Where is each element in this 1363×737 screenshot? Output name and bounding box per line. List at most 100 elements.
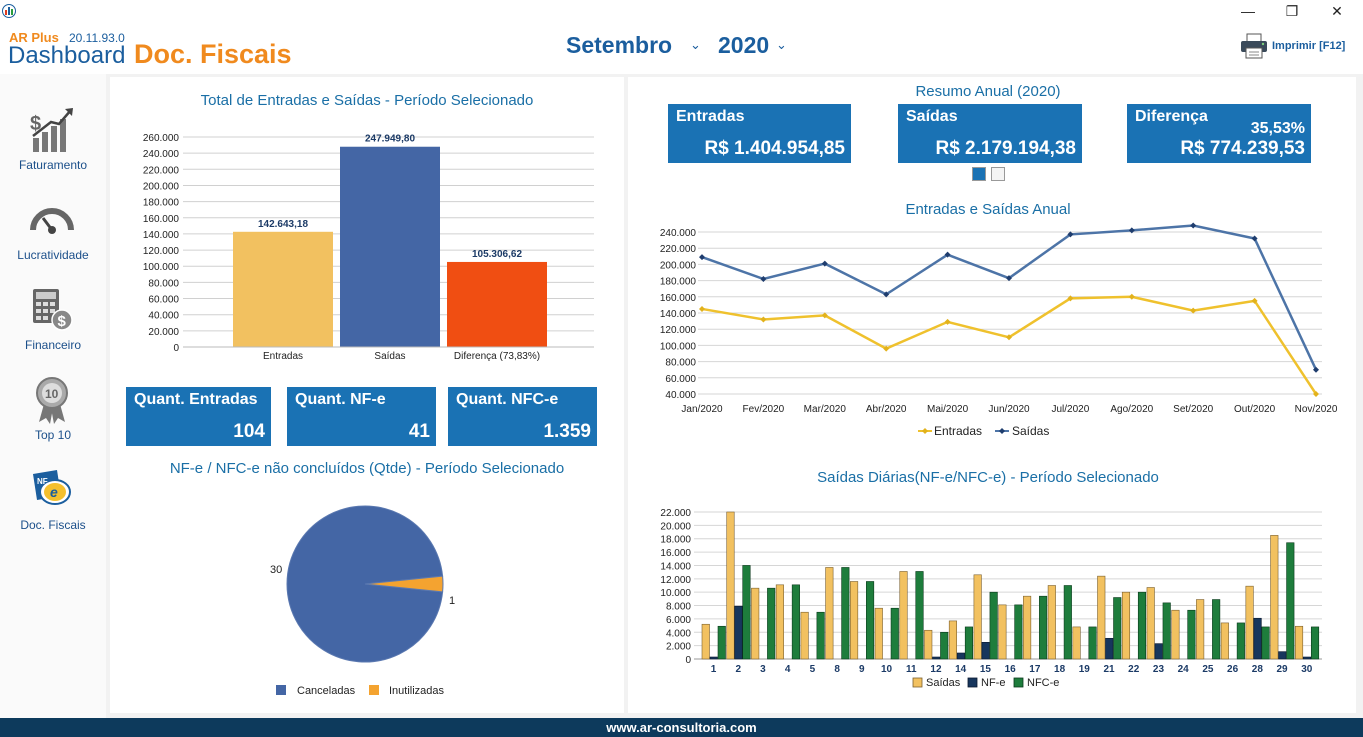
x-tick-label: Nov/2020 bbox=[1295, 404, 1338, 415]
tile-value: 1.359 bbox=[543, 421, 591, 442]
print-button[interactable]: Imprimir [F12] bbox=[1240, 32, 1352, 60]
y-tick-label: 160.000 bbox=[660, 293, 697, 304]
x-tick-label: Fev/2020 bbox=[743, 404, 785, 415]
y-tick-label: 140.000 bbox=[143, 230, 180, 241]
bar bbox=[1047, 585, 1056, 660]
bar bbox=[973, 574, 982, 660]
y-tick-label: 18.000 bbox=[660, 535, 691, 546]
print-label: Imprimir [F12] bbox=[1272, 40, 1346, 52]
line-chart: 40.000 60.000 80.000 100.000 120.000 140.000 1… bbox=[660, 222, 1338, 438]
legend-swatch bbox=[276, 685, 286, 695]
calculator-icon: $ bbox=[33, 289, 73, 331]
bar bbox=[233, 231, 333, 347]
x-tick-label: 17 bbox=[1029, 664, 1041, 675]
bar bbox=[1261, 626, 1270, 660]
y-tick-label: 4.000 bbox=[666, 628, 691, 639]
data-point bbox=[760, 275, 767, 282]
bar bbox=[816, 611, 825, 660]
pager-dot-active[interactable] bbox=[972, 167, 986, 181]
header: AR Plus 20.11.93.0 Dashboard Doc. Fiscai… bbox=[0, 24, 1363, 74]
data-point bbox=[883, 291, 890, 298]
legend-swatch bbox=[912, 677, 923, 688]
sidebar-item-doc-fiscais[interactable]: e NF Doc. Fiscais bbox=[0, 466, 106, 556]
x-tick-label: Jan/2020 bbox=[681, 404, 723, 415]
bar-value-label: 105.306,62 bbox=[472, 249, 522, 260]
month-select[interactable]: Setembro bbox=[566, 32, 673, 58]
restore-button[interactable]: ❐ bbox=[1285, 2, 1299, 19]
tile-label: Diferença bbox=[1135, 108, 1208, 125]
right-panel: Resumo Anual (2020) Entradas R$ 1.404.95… bbox=[628, 77, 1356, 713]
bar bbox=[1245, 585, 1254, 660]
chevron-down-icon[interactable]: ⌄ bbox=[776, 37, 787, 52]
y-tick-label: 20.000 bbox=[148, 327, 179, 338]
y-tick-label: 16.000 bbox=[660, 548, 691, 559]
svg-text:$: $ bbox=[58, 313, 67, 330]
data-point bbox=[944, 251, 951, 258]
data-point bbox=[1128, 293, 1135, 300]
x-tick-label: Diferença (73,83%) bbox=[454, 351, 540, 362]
bar-value-label: 142.643,18 bbox=[258, 219, 308, 230]
y-tick-label: 200.000 bbox=[660, 260, 697, 271]
app-icon bbox=[2, 4, 16, 18]
bar bbox=[1113, 597, 1122, 660]
x-tick-label: 11 bbox=[906, 664, 917, 675]
left-panel: Total de Entradas e Saídas - Período Sel… bbox=[110, 77, 624, 713]
year-select[interactable]: 2020 bbox=[718, 32, 770, 58]
x-tick-label: Jun/2020 bbox=[988, 404, 1030, 415]
sidebar-item-top10[interactable]: 10 Top 10 bbox=[0, 376, 106, 466]
minimize-button[interactable]: — bbox=[1241, 3, 1255, 19]
x-tick-label: Abr/2020 bbox=[866, 404, 907, 415]
data-point bbox=[1251, 235, 1258, 242]
printer-icon bbox=[1241, 33, 1267, 59]
bar bbox=[717, 625, 726, 660]
x-tick-label: Saídas bbox=[374, 351, 405, 362]
tile-value: 41 bbox=[408, 421, 430, 442]
data-point bbox=[760, 316, 767, 323]
bar bbox=[1294, 625, 1304, 660]
bar bbox=[940, 631, 949, 660]
y-tick-label: 100.000 bbox=[143, 262, 180, 273]
chevron-down-icon[interactable]: ⌄ bbox=[690, 37, 701, 52]
gauge-icon bbox=[30, 208, 74, 234]
x-tick-label: Set/2020 bbox=[1173, 404, 1213, 415]
tile-label: Saídas bbox=[906, 108, 958, 125]
pie-chart-title: NF-e / NFC-e não concluídos (Qtde) - Per… bbox=[169, 460, 565, 477]
y-tick-label: 6.000 bbox=[666, 615, 691, 626]
bar bbox=[1097, 575, 1106, 660]
tile-quant-entradas: Quant. Entradas 104 bbox=[126, 387, 271, 446]
y-tick-label: 220.000 bbox=[660, 244, 697, 255]
y-tick-label: 10.000 bbox=[660, 588, 691, 599]
y-tick-label: 20.000 bbox=[660, 521, 691, 532]
sidebar-item-label: Doc. Fiscais bbox=[20, 518, 86, 532]
x-tick-label: 4 bbox=[785, 664, 791, 675]
bar-chart-title: Total de Entradas e Saídas - Período Sel… bbox=[200, 92, 534, 109]
svg-text:e: e bbox=[50, 484, 58, 500]
data-point bbox=[1128, 227, 1135, 234]
bar bbox=[1039, 595, 1048, 660]
sidebar-item-label: Faturamento bbox=[18, 158, 88, 172]
bar bbox=[874, 607, 883, 660]
x-tick-label: 8 bbox=[834, 664, 840, 675]
bar bbox=[899, 571, 908, 660]
legend-label: Saídas bbox=[926, 677, 961, 689]
tile-value: R$ 774.239,53 bbox=[1180, 138, 1305, 159]
tile-label: Quant. Entradas bbox=[134, 391, 258, 408]
data-point bbox=[821, 312, 828, 319]
x-tick-label: 10 bbox=[881, 664, 893, 675]
legend-swatch bbox=[1013, 677, 1024, 688]
bar bbox=[767, 587, 776, 660]
bar bbox=[948, 620, 958, 660]
sidebar-item-faturamento[interactable]: $ Faturamento bbox=[0, 106, 106, 196]
pager-dot[interactable] bbox=[991, 167, 1005, 181]
sidebar-item-financeiro[interactable]: $ Financeiro bbox=[0, 286, 106, 376]
close-button[interactable]: ✕ bbox=[1331, 2, 1343, 19]
x-tick-label: 16 bbox=[1005, 664, 1017, 675]
tile-label: Quant. NF-e bbox=[295, 391, 386, 408]
data-point bbox=[1067, 295, 1074, 302]
y-tick-label: 80.000 bbox=[665, 358, 696, 369]
sidebar-item-lucratividade[interactable]: Lucratividade bbox=[0, 196, 106, 286]
y-tick-label: 12.000 bbox=[660, 575, 691, 586]
y-tick-label: 120.000 bbox=[143, 246, 180, 257]
footer-link[interactable]: www.ar-consultoria.com bbox=[0, 718, 1363, 737]
resumo-title: Resumo Anual (2020) bbox=[915, 83, 1061, 100]
